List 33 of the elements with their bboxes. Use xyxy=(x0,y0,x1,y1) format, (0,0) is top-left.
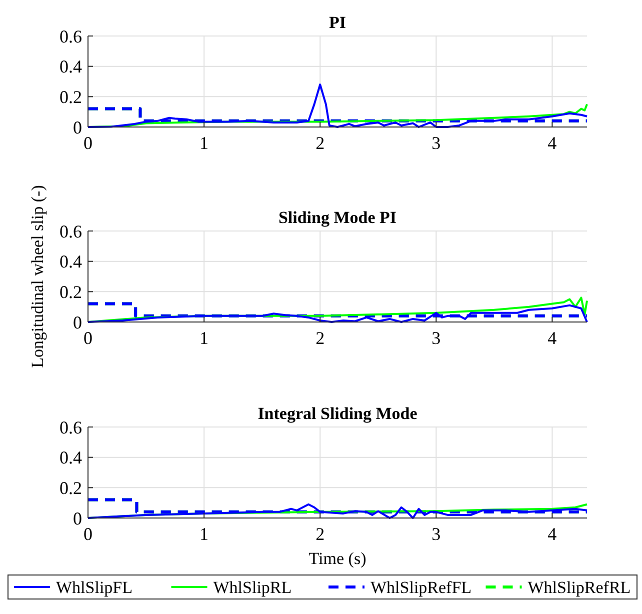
x-tick-label: 2 xyxy=(316,133,325,153)
y-tick-label: 0 xyxy=(73,312,82,332)
x-tick-label: 4 xyxy=(548,524,557,544)
x-tick-label: 1 xyxy=(200,133,209,153)
y-tick-label: 0.4 xyxy=(60,56,82,77)
legend-label: WhlSlipFL xyxy=(56,578,133,597)
y-tick-label: 0.2 xyxy=(60,478,82,498)
x-axis-title: Time (s) xyxy=(308,549,366,568)
y-tick-label: 0.4 xyxy=(60,252,82,272)
x-tick-label: 3 xyxy=(432,133,441,153)
x-tick-label: 3 xyxy=(432,524,441,544)
y-axis-title: Longitudinal wheel slip (-) xyxy=(28,185,47,368)
x-tick-label: 4 xyxy=(548,328,557,348)
x-tick-label: 2 xyxy=(316,524,325,544)
chart-title: Integral Sliding Mode xyxy=(258,404,418,423)
chart-title: Sliding Mode PI xyxy=(278,208,397,227)
y-tick-label: 0.6 xyxy=(60,221,82,242)
y-tick-label: 0.2 xyxy=(60,282,82,302)
y-tick-label: 0.4 xyxy=(60,448,82,468)
y-tick-label: 0 xyxy=(73,508,82,528)
legend-label: WhlSlipRefRL xyxy=(528,578,631,597)
y-tick-label: 0 xyxy=(73,117,82,138)
x-tick-label: 1 xyxy=(200,328,209,348)
chart-title: PI xyxy=(329,13,346,32)
x-tick-label: 2 xyxy=(316,328,325,348)
x-tick-label: 3 xyxy=(432,328,441,348)
y-tick-label: 0.2 xyxy=(60,86,82,107)
legend-label: WhlSlipRefFL xyxy=(370,578,472,597)
x-tick-label: 1 xyxy=(200,524,209,544)
y-tick-label: 0.6 xyxy=(60,417,82,438)
x-tick-label: 4 xyxy=(548,133,557,153)
legend-label: WhlSlipRL xyxy=(213,578,292,597)
y-tick-label: 0.6 xyxy=(60,26,82,46)
